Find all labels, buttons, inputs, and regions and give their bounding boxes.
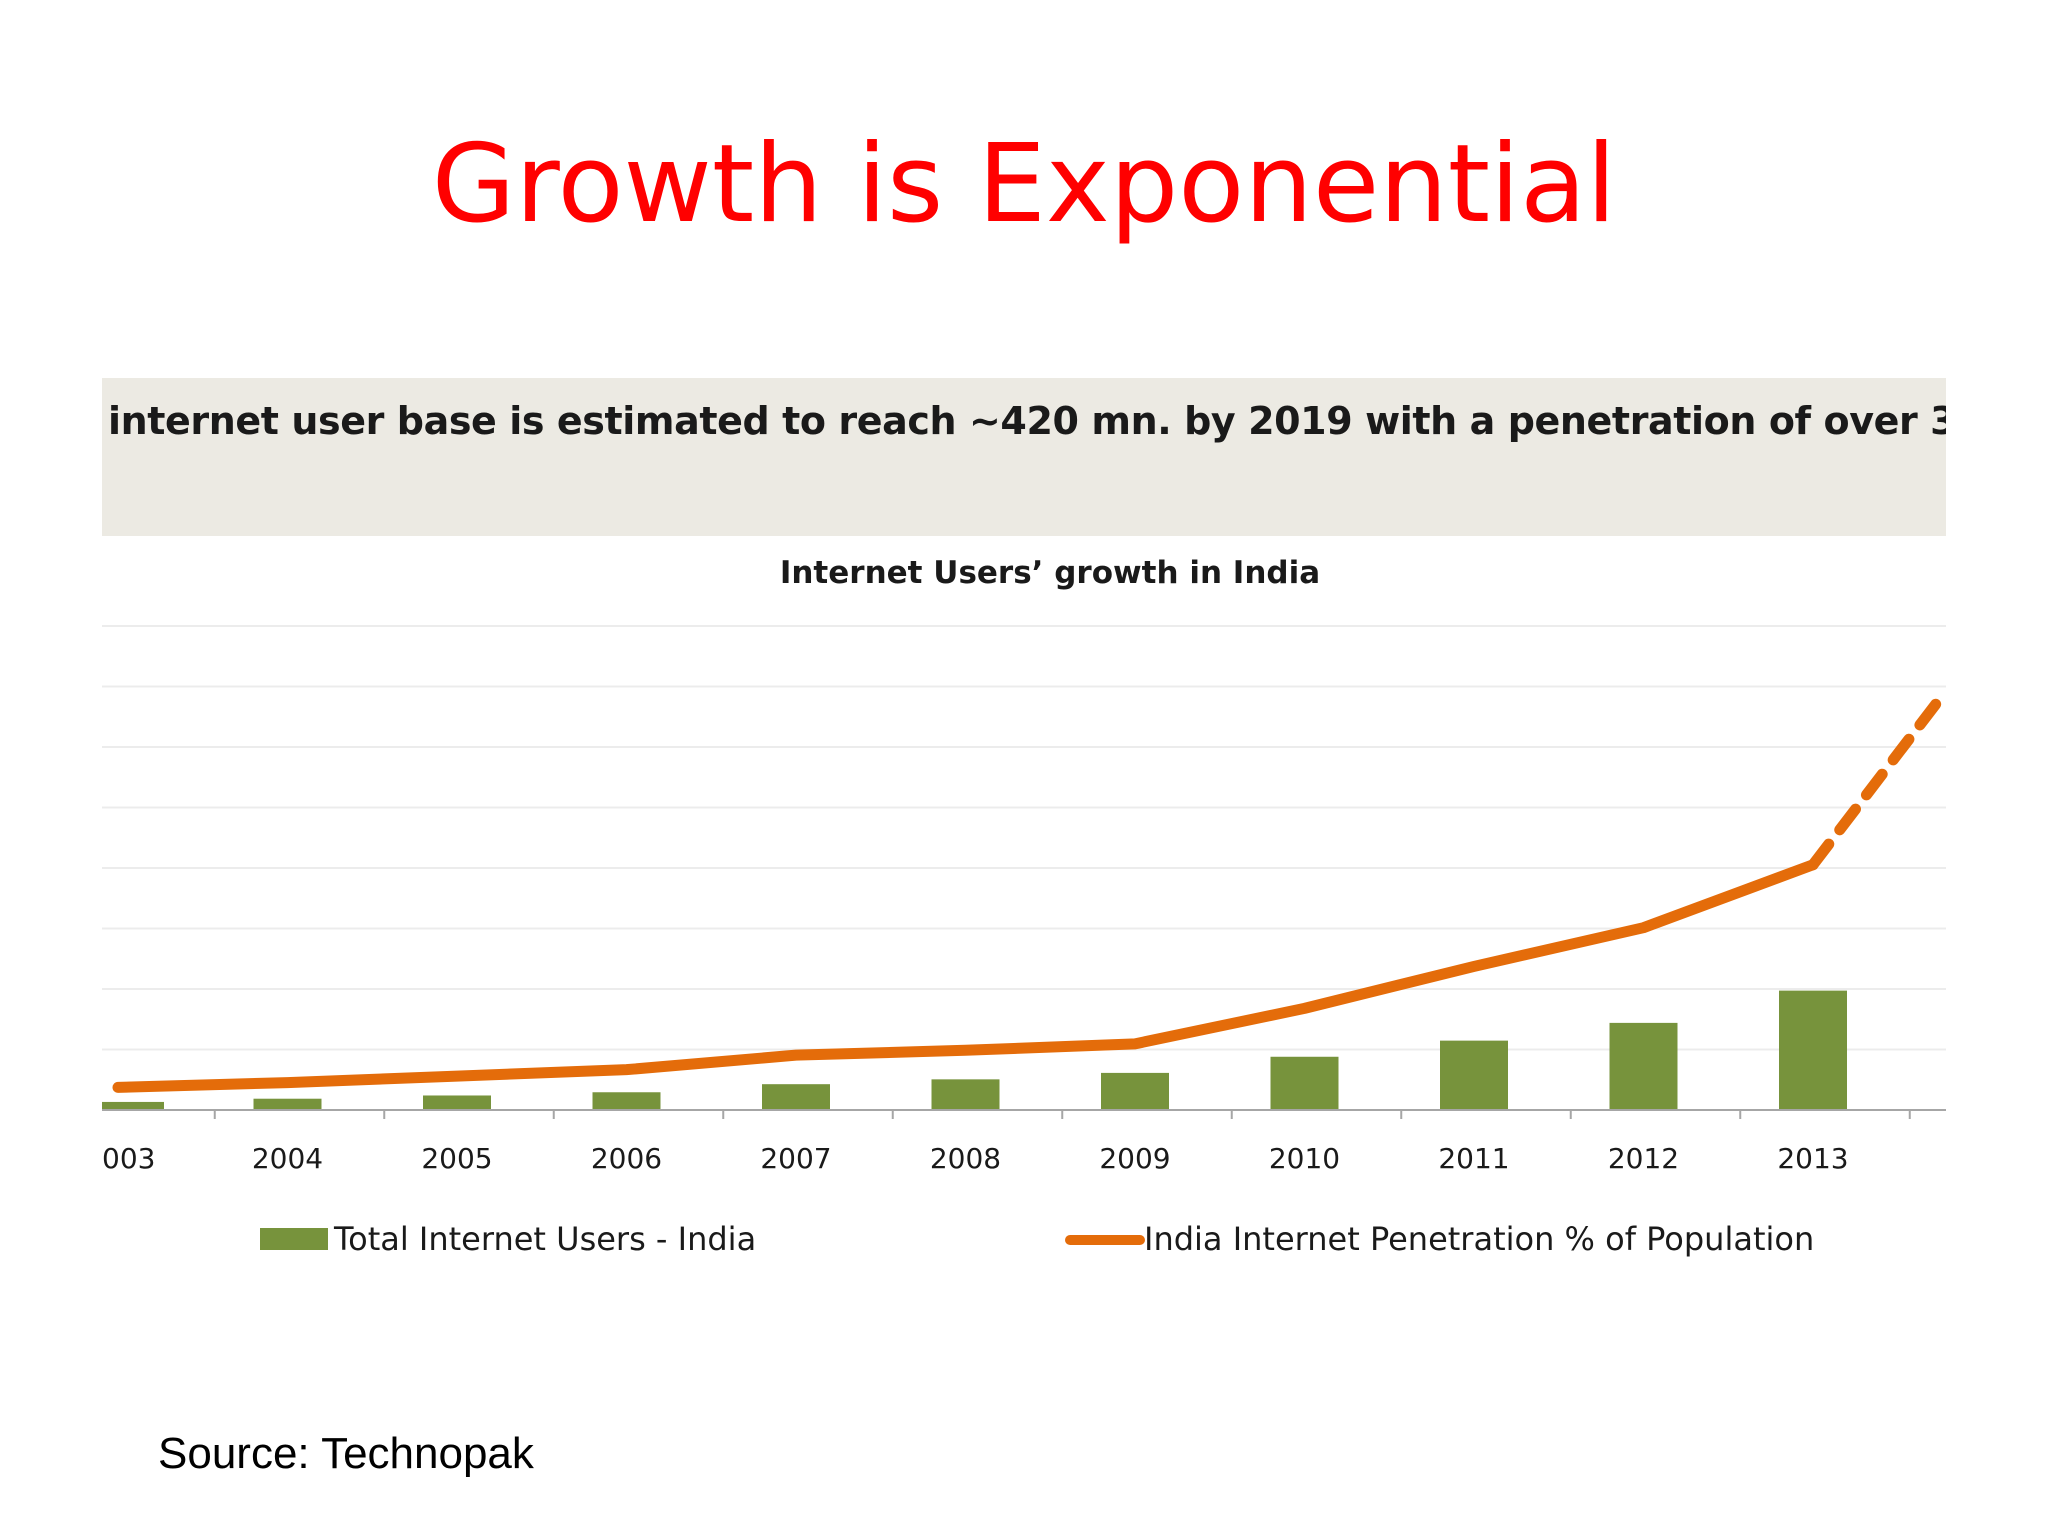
- bar: [931, 1079, 1000, 1110]
- bar: [762, 1084, 830, 1110]
- chart-title: Internet Users’ growth in India: [780, 555, 1320, 591]
- penetration-line: [112, 859, 1819, 1093]
- x-tick-label: 2008: [930, 1142, 1001, 1175]
- x-tick-label: 2005: [421, 1142, 492, 1175]
- x-tick-label: 2012: [1608, 1142, 1679, 1175]
- bar: [1609, 1022, 1678, 1110]
- legend-swatch-bars: [260, 1228, 328, 1250]
- chart-banner: internet user base is estimated to reach…: [102, 378, 1946, 536]
- bar: [253, 1098, 322, 1110]
- x-tick-label: 2011: [1438, 1142, 1509, 1175]
- bar: [102, 1101, 164, 1110]
- x-tick-label: 2006: [591, 1142, 662, 1175]
- chart-svg: Internet Users’ growth in India 003 2004 20…: [102, 555, 1946, 1258]
- chart-image: internet user base is estimated to reach…: [102, 378, 1946, 1370]
- x-tick-label: 2007: [760, 1142, 831, 1175]
- penetration-projection-line: [1807, 693, 1946, 871]
- x-tick-label: 2010: [1269, 1142, 1340, 1175]
- x-tick-label: 2013: [1777, 1142, 1848, 1175]
- legend-label-line: India Internet Penetration % of Populati…: [1144, 1220, 1814, 1258]
- bar: [1779, 990, 1847, 1110]
- bar: [592, 1092, 661, 1110]
- bar: [1270, 1056, 1339, 1110]
- bar: [1440, 1040, 1508, 1110]
- x-tick-label: 003: [102, 1142, 155, 1175]
- x-tick-label: 2004: [252, 1142, 323, 1175]
- legend-label-bars: Total Internet Users - India: [333, 1220, 756, 1258]
- slide-title: Growth is Exponential: [431, 122, 1617, 247]
- source-note: Source: Technopak: [158, 1429, 534, 1478]
- bar: [423, 1095, 491, 1110]
- x-tick-label: 2009: [1099, 1142, 1170, 1175]
- chart-banner-text: internet user base is estimated to reach…: [108, 399, 1946, 443]
- bar: [1101, 1072, 1169, 1110]
